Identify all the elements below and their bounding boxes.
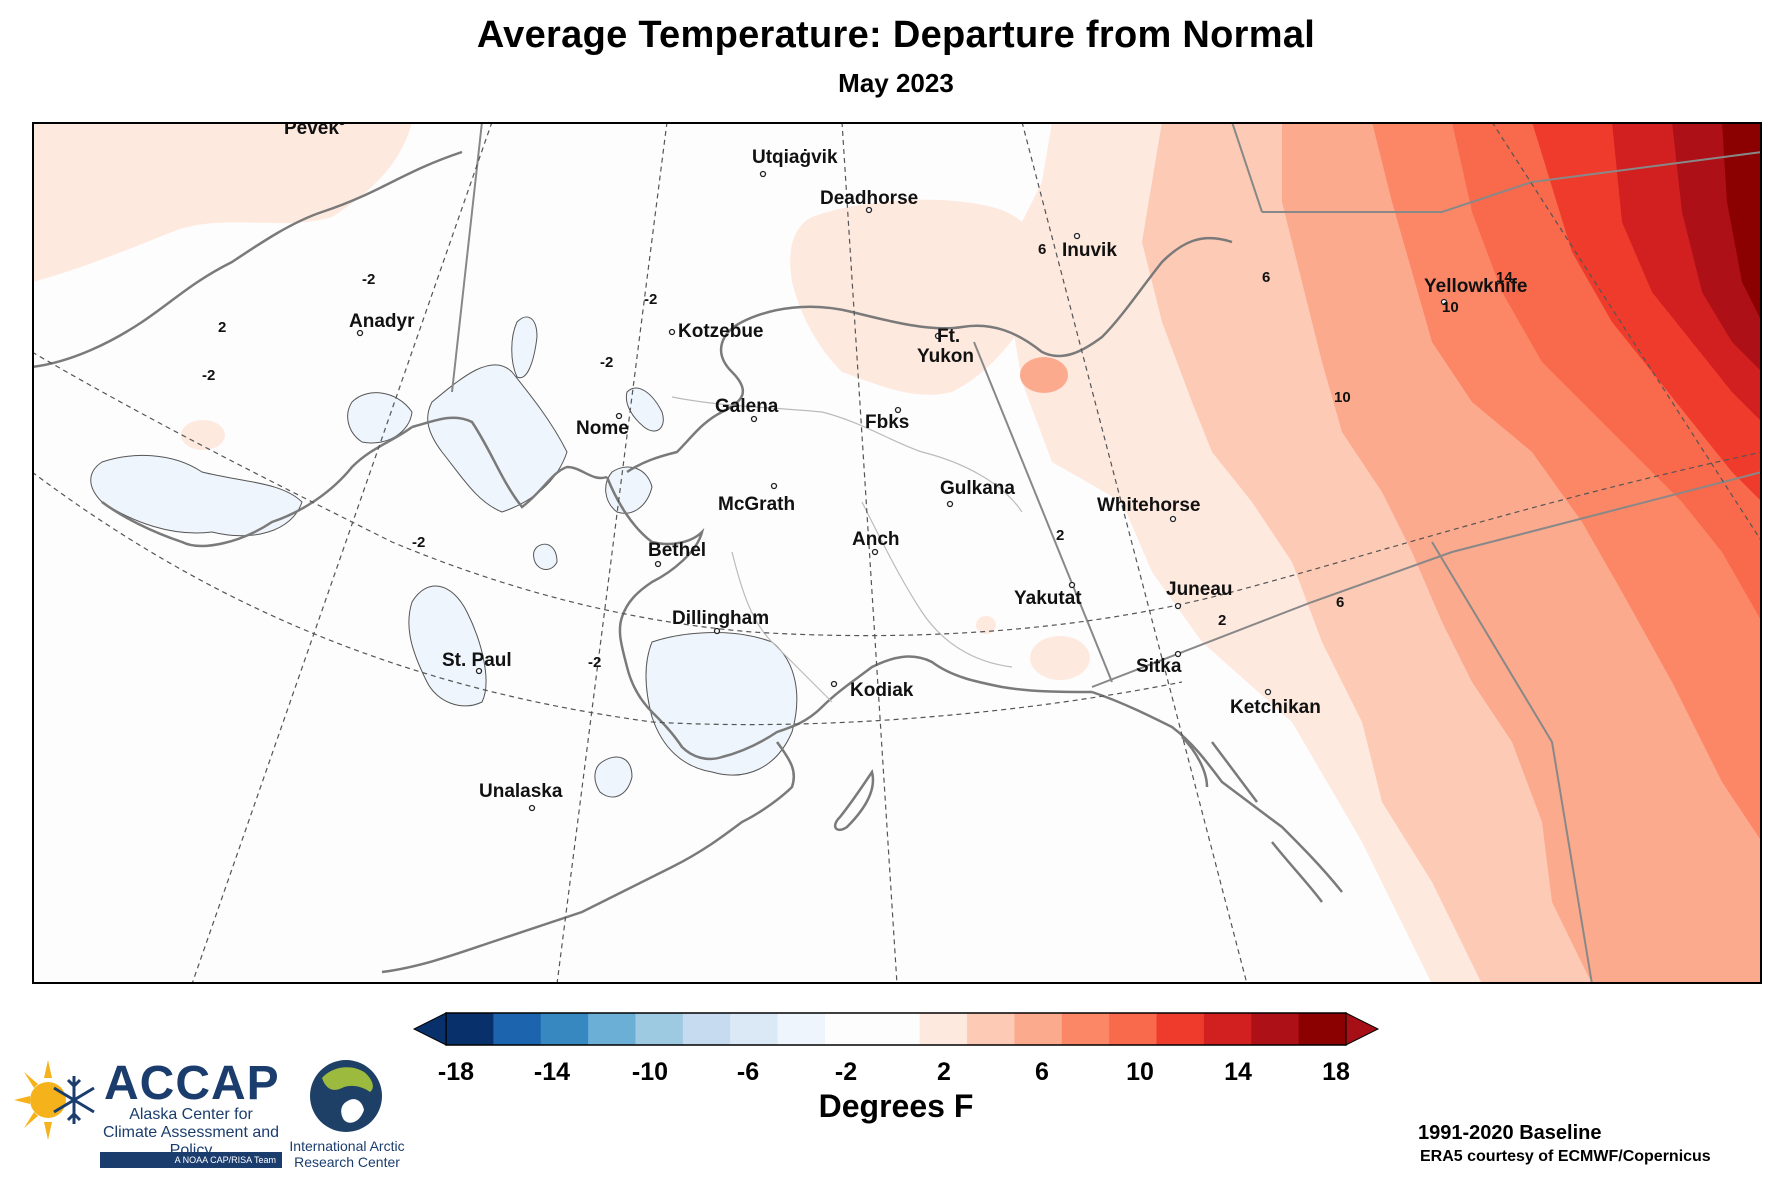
colorbar-cell [919, 1013, 968, 1045]
label-nome: Nome [576, 418, 629, 439]
label-galena: Galena [715, 396, 779, 417]
contour-label-6: 6 [1336, 594, 1344, 611]
colorbar-cell [872, 1013, 921, 1045]
label-inuvik: Inuvik [1062, 240, 1117, 261]
rivers [671, 396, 1023, 703]
colorbar-cell [1014, 1013, 1063, 1045]
contour-label-2: 2 [1218, 612, 1226, 629]
data-credit: ERA5 courtesy of ECMWF/Copernicus [1420, 1148, 1711, 1165]
tick-label: 6 [1035, 1058, 1049, 1086]
label-unalaska: Unalaska [479, 781, 563, 802]
colorbar-units: Degrees F [818, 1088, 974, 1124]
colorbar-cell [446, 1013, 494, 1045]
tick-label: 2 [937, 1058, 951, 1086]
contour-label-neg2: -2 [644, 291, 657, 308]
colorbar-cell [730, 1013, 779, 1045]
contour-label-neg2: -2 [412, 534, 425, 551]
coastlines [32, 150, 1343, 974]
accap-sun-snowflake-icon [14, 1060, 95, 1140]
label-anadyr: Anadyr [349, 311, 415, 332]
label-anch: Anch [852, 529, 900, 550]
colorbar-cell [824, 1013, 873, 1045]
contour-label-10: 10 [1442, 299, 1459, 316]
contour-label-6: 6 [1262, 269, 1270, 286]
colorbar-high-arrow [1345, 1012, 1380, 1046]
tick-label: 14 [1224, 1058, 1252, 1086]
tick-label: -14 [533, 1058, 571, 1086]
label-ftyukon-2: Yukon [917, 346, 974, 367]
contour-label-neg2: -2 [202, 367, 215, 384]
map-subtitle: May 2023 [838, 68, 954, 98]
accap-logo-tag: A NOAA CAP/RISA Team [100, 1152, 282, 1168]
tick-label: -6 [736, 1058, 760, 1086]
label-deadhorse: Deadhorse [820, 188, 918, 209]
tick-label: -10 [631, 1058, 669, 1086]
contour-label-2: 2 [218, 319, 226, 336]
iarc-logo-text: International Arctic Research Center [289, 1138, 405, 1170]
contour-label-14: 14 [1496, 269, 1513, 286]
colorbar-cell [682, 1013, 731, 1045]
anomaly-18plus [1722, 122, 1762, 322]
graticule [32, 122, 1762, 984]
label-pevek: Pevek [284, 122, 339, 139]
colorbar-cell [1109, 1013, 1158, 1045]
colorbar-cell [540, 1013, 589, 1045]
label-whitehorse: Whitehorse [1097, 495, 1200, 516]
city-markers [338, 122, 1448, 812]
label-yakutat: Yakutat [1014, 588, 1082, 609]
accap-logo-text: ACCAP [104, 1057, 280, 1110]
label-yellowknife: Yellowknife [1424, 276, 1527, 297]
contour-label-neg2: -2 [600, 354, 613, 371]
iarc-globe-icon [310, 1060, 382, 1132]
label-mcgrath: McGrath [718, 494, 795, 515]
colorbar-low-arrow [412, 1012, 447, 1046]
map-title: Average Temperature: Departure from Norm… [476, 14, 1316, 56]
temperature-map: Pevek Utqiaġvik Deadhorse Inuvik Yellowk… [32, 122, 1762, 984]
colorbar-cell [588, 1013, 636, 1045]
label-kotzebue: Kotzebue [678, 321, 764, 342]
anomaly-2to4-chukotka [32, 122, 412, 282]
label-ketchikan: Ketchikan [1230, 697, 1321, 718]
colorbar [412, 1012, 1380, 1046]
tick-label: -18 [437, 1058, 475, 1086]
colorbar-cell [777, 1013, 826, 1045]
label-fbks: Fbks [865, 412, 909, 433]
colorbar-cell [1061, 1013, 1110, 1045]
colorbar-cell [1156, 1013, 1205, 1045]
colorbar-cell [1298, 1013, 1347, 1045]
label-kodiak: Kodiak [850, 680, 914, 701]
contour-label-2: 2 [1056, 527, 1064, 544]
anomaly-2to4-arctic [790, 199, 1045, 395]
cool-anomaly-regions [90, 316, 798, 798]
label-dillingham: Dillingham [672, 608, 769, 629]
label-bethel: Bethel [648, 540, 706, 561]
tick-label: 18 [1322, 1058, 1350, 1086]
borders [451, 122, 1762, 984]
colorbar-cell [967, 1013, 1015, 1045]
colorbar-cell [635, 1013, 684, 1045]
contour-label-neg2: -2 [362, 271, 375, 288]
tick-label: -2 [834, 1058, 858, 1086]
colorbar-cell [1203, 1013, 1252, 1045]
colorbar-cell [493, 1013, 542, 1045]
label-stpaul: St. Paul [442, 650, 512, 671]
tick-label: 10 [1126, 1058, 1154, 1086]
colorbar-cell [1251, 1013, 1300, 1045]
label-sitka: Sitka [1136, 656, 1182, 677]
label-juneau: Juneau [1166, 579, 1233, 600]
contour-label-10: 10 [1334, 389, 1351, 406]
label-ftyukon-1: Ft. [937, 326, 960, 347]
contour-label-neg2: -2 [588, 654, 601, 671]
baseline-note: 1991-2020 Baseline [1418, 1122, 1602, 1144]
label-gulkana: Gulkana [940, 478, 1015, 499]
label-utqiagvik: Utqiaġvik [752, 147, 838, 168]
contour-label-6: 6 [1038, 241, 1046, 258]
